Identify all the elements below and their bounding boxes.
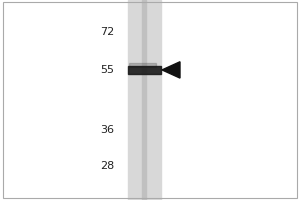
Text: 72: 72 xyxy=(100,27,114,37)
Bar xyxy=(142,0,146,200)
Bar xyxy=(128,66,160,74)
Bar xyxy=(129,63,156,67)
Text: 55: 55 xyxy=(100,65,114,75)
Bar xyxy=(128,0,160,200)
Text: 36: 36 xyxy=(100,125,114,135)
Polygon shape xyxy=(162,62,180,78)
Text: 28: 28 xyxy=(100,161,114,171)
